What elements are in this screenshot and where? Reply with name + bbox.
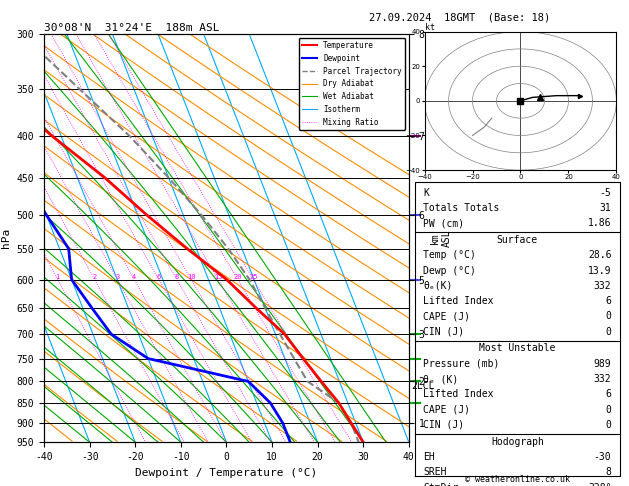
Text: kt: kt	[425, 22, 435, 32]
Text: 25: 25	[249, 274, 258, 279]
Text: 6: 6	[606, 296, 611, 306]
Text: CAPE (J): CAPE (J)	[423, 405, 470, 415]
Text: © weatheronline.co.uk: © weatheronline.co.uk	[465, 474, 569, 484]
Text: Dewp (°C): Dewp (°C)	[423, 265, 476, 276]
Text: SREH: SREH	[423, 468, 447, 477]
Text: K: K	[423, 188, 429, 197]
Y-axis label: hPa: hPa	[1, 228, 11, 248]
Text: 28.6: 28.6	[588, 250, 611, 260]
Text: 13.9: 13.9	[588, 265, 611, 276]
Text: Pressure (mb): Pressure (mb)	[423, 359, 499, 369]
Text: 8: 8	[606, 468, 611, 477]
Text: Hodograph: Hodograph	[491, 437, 544, 447]
Text: EH: EH	[423, 452, 435, 462]
Text: -5: -5	[599, 188, 611, 197]
Text: 2LCL: 2LCL	[411, 381, 435, 391]
Text: 1.86: 1.86	[588, 218, 611, 228]
Text: 27.09.2024  18GMT  (Base: 18): 27.09.2024 18GMT (Base: 18)	[369, 12, 550, 22]
Text: Surface: Surface	[497, 235, 538, 245]
Text: -30: -30	[594, 452, 611, 462]
Text: 332: 332	[594, 281, 611, 291]
Text: 6: 6	[606, 389, 611, 399]
Text: CAPE (J): CAPE (J)	[423, 312, 470, 321]
Text: 4: 4	[132, 274, 136, 279]
Text: 989: 989	[594, 359, 611, 369]
X-axis label: Dewpoint / Temperature (°C): Dewpoint / Temperature (°C)	[135, 468, 318, 478]
Text: StmDir: StmDir	[423, 483, 459, 486]
Text: 328°: 328°	[588, 483, 611, 486]
Text: Lifted Index: Lifted Index	[423, 389, 494, 399]
Legend: Temperature, Dewpoint, Parcel Trajectory, Dry Adiabat, Wet Adiabat, Isotherm, Mi: Temperature, Dewpoint, Parcel Trajectory…	[299, 38, 405, 130]
Text: 3: 3	[115, 274, 120, 279]
Text: 20: 20	[233, 274, 242, 279]
Text: 2: 2	[92, 274, 97, 279]
Text: 30°08'N  31°24'E  188m ASL: 30°08'N 31°24'E 188m ASL	[44, 23, 220, 33]
Text: CIN (J): CIN (J)	[423, 420, 464, 430]
Y-axis label: km
ASL: km ASL	[430, 229, 452, 247]
Text: Most Unstable: Most Unstable	[479, 344, 555, 353]
Text: 10: 10	[187, 274, 196, 279]
Text: Totals Totals: Totals Totals	[423, 203, 499, 213]
Text: 0: 0	[606, 327, 611, 337]
Text: 0: 0	[606, 312, 611, 321]
Text: Lifted Index: Lifted Index	[423, 296, 494, 306]
Text: θₑ (K): θₑ (K)	[423, 374, 459, 384]
Text: 31: 31	[599, 203, 611, 213]
Text: θₑ(K): θₑ(K)	[423, 281, 453, 291]
Text: Temp (°C): Temp (°C)	[423, 250, 476, 260]
Text: CIN (J): CIN (J)	[423, 327, 464, 337]
Text: 8: 8	[175, 274, 179, 279]
Text: PW (cm): PW (cm)	[423, 218, 464, 228]
Text: 0: 0	[606, 420, 611, 430]
Text: 332: 332	[594, 374, 611, 384]
Text: 1: 1	[55, 274, 60, 279]
Text: 6: 6	[157, 274, 161, 279]
Text: 15: 15	[214, 274, 222, 279]
Text: 0: 0	[606, 405, 611, 415]
